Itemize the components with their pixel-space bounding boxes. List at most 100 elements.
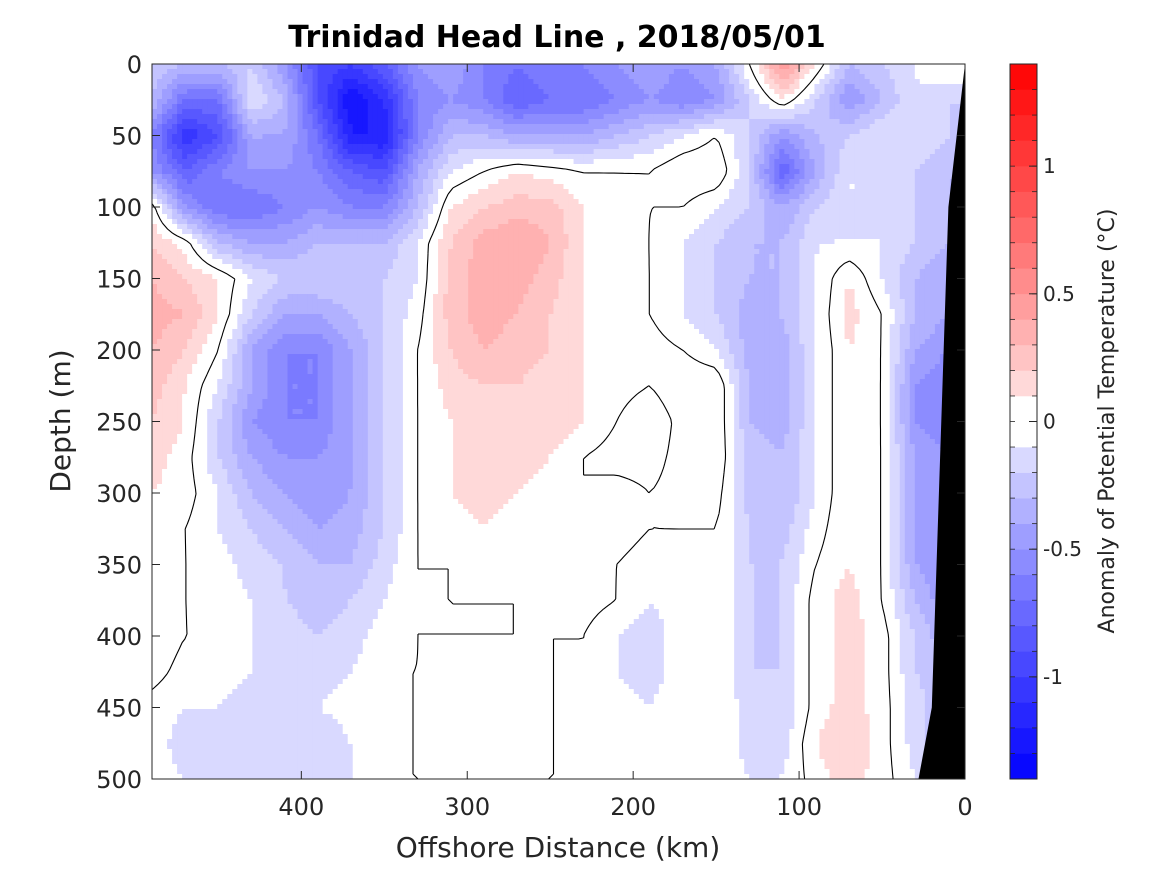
- anomaly-cell: [583, 194, 590, 200]
- anomaly-cell: [784, 74, 790, 80]
- anomaly-cell: [262, 84, 269, 90]
- anomaly-cell: [683, 139, 690, 145]
- anomaly-cell: [668, 174, 675, 180]
- anomaly-cell: [498, 129, 504, 135]
- anomaly-cell: [859, 84, 866, 90]
- anomaly-cell: [849, 94, 856, 100]
- anomaly-cell: [518, 79, 524, 85]
- anomaly-cell: [764, 99, 770, 105]
- anomaly-cell: [287, 194, 294, 200]
- anomaly-cell: [513, 99, 519, 105]
- anomaly-cell: [618, 209, 625, 215]
- anomaly-cell: [608, 154, 615, 160]
- anomaly-cell: [794, 109, 800, 115]
- anomaly-cell: [317, 139, 324, 145]
- anomaly-cell: [759, 119, 765, 125]
- anomaly-cell: [227, 204, 233, 210]
- anomaly-cell: [678, 104, 685, 110]
- anomaly-cell: [814, 184, 821, 190]
- anomaly-cell: [789, 124, 795, 130]
- anomaly-cell: [287, 79, 294, 85]
- anomaly-cell: [809, 79, 816, 85]
- anomaly-cell: [352, 209, 359, 215]
- anomaly-cell: [563, 209, 570, 215]
- anomaly-cell: [729, 194, 735, 200]
- anomaly-cell: [944, 99, 951, 105]
- anomaly-cell: [423, 174, 429, 180]
- anomaly-cell: [919, 124, 926, 130]
- anomaly-cell: [167, 174, 173, 180]
- anomaly-cell: [699, 89, 705, 95]
- anomaly-cell: [869, 179, 876, 185]
- anomaly-cell: [794, 134, 800, 140]
- anomaly-cell: [869, 124, 876, 130]
- anomaly-cell: [558, 199, 565, 205]
- anomaly-cell: [252, 174, 258, 180]
- anomaly-cell: [608, 144, 615, 150]
- anomaly-cell: [438, 144, 444, 150]
- anomaly-cell: [242, 174, 248, 180]
- anomaly-cell: [312, 104, 319, 110]
- anomaly-cell: [603, 99, 610, 105]
- anomaly-cell: [267, 204, 274, 210]
- anomaly-cell: [332, 209, 339, 215]
- anomaly-cell: [392, 119, 399, 125]
- anomaly-cell: [488, 74, 494, 80]
- anomaly-cell: [262, 164, 269, 170]
- anomaly-cell: [653, 194, 660, 200]
- anomaly-cell: [588, 164, 595, 170]
- anomaly-cell: [839, 69, 846, 75]
- anomaly-cell: [749, 204, 755, 210]
- anomaly-cell: [588, 149, 595, 155]
- anomaly-cell: [247, 84, 253, 90]
- anomaly-cell: [819, 189, 826, 195]
- anomaly-cell: [568, 114, 575, 120]
- anomaly-cell: [307, 189, 314, 195]
- anomaly-cell: [407, 189, 414, 195]
- anomaly-cell: [563, 119, 570, 125]
- anomaly-cell: [498, 69, 504, 75]
- anomaly-cell: [152, 149, 158, 155]
- anomaly-cell: [834, 114, 841, 120]
- anomaly-cell: [242, 129, 248, 135]
- anomaly-cell: [172, 199, 178, 205]
- anomaly-cell: [678, 124, 685, 130]
- anomaly-cell: [628, 154, 635, 160]
- anomaly-cell: [869, 209, 876, 215]
- anomaly-cell: [699, 114, 705, 120]
- anomaly-cell: [563, 144, 570, 150]
- anomaly-cell: [734, 149, 740, 155]
- anomaly-cell: [387, 139, 394, 145]
- anomaly-cell: [779, 204, 785, 210]
- anomaly-cell: [352, 99, 359, 105]
- anomaly-cell: [417, 149, 424, 155]
- anomaly-cell: [443, 64, 449, 70]
- anomaly-cell: [854, 189, 861, 195]
- anomaly-cell: [694, 199, 700, 205]
- anomaly-cell: [673, 124, 680, 130]
- anomaly-cell: [779, 89, 785, 95]
- anomaly-cell: [558, 149, 565, 155]
- anomaly-cell: [814, 199, 821, 205]
- anomaly-cell: [453, 99, 459, 105]
- anomaly-cell: [819, 109, 826, 115]
- anomaly-cell: [322, 164, 329, 170]
- anomaly-cell: [377, 139, 384, 145]
- anomaly-cell: [548, 174, 555, 180]
- anomaly-cell: [889, 144, 896, 150]
- anomaly-cell: [563, 169, 570, 175]
- anomaly-cell: [548, 139, 555, 145]
- anomaly-cell: [327, 204, 334, 210]
- anomaly-cell: [794, 74, 800, 80]
- anomaly-cell: [734, 154, 740, 160]
- anomaly-cell: [598, 149, 605, 155]
- anomaly-cell: [909, 119, 916, 125]
- anomaly-cell: [222, 209, 228, 215]
- anomaly-cell: [377, 69, 384, 75]
- anomaly-cell: [317, 114, 324, 120]
- anomaly-cell: [648, 74, 655, 80]
- anomaly-cell: [197, 199, 203, 205]
- anomaly-cell: [177, 84, 183, 90]
- anomaly-cell: [197, 104, 203, 110]
- anomaly-cell: [934, 204, 941, 210]
